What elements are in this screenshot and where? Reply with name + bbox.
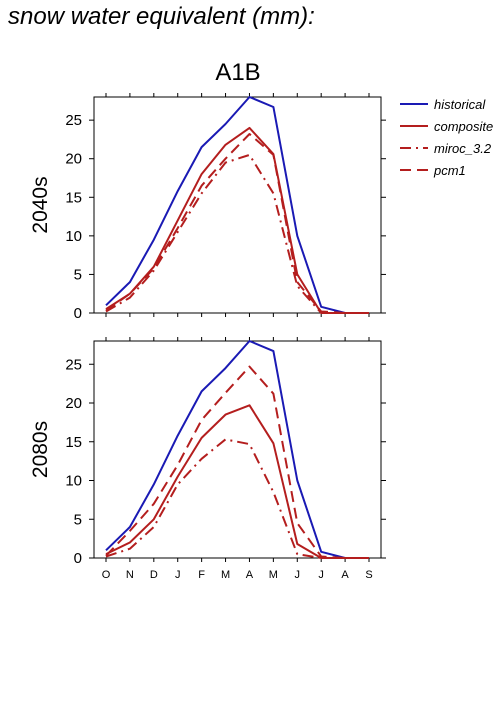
- plot-frame: [93, 96, 382, 314]
- x-tick-label: M: [221, 569, 230, 581]
- series-line-miroc_3.2: [105, 153, 369, 314]
- x-tick-label: F: [198, 569, 205, 581]
- legend-label: composite: [434, 119, 493, 134]
- x-tick-label: N: [126, 569, 134, 581]
- x-tick-label: D: [150, 569, 158, 581]
- y-tick-label: 25: [65, 356, 82, 373]
- x-tick-label: S: [365, 569, 372, 581]
- panels: 0 5 10 15 20 25 2040s 0 5 10 15 20 25 O N D J F M A M J J A S 208…: [29, 93, 386, 581]
- series-line-composite: [105, 126, 369, 314]
- legend: historical composite miroc_3.2 pcm1: [400, 97, 493, 178]
- y-tick-label: 5: [74, 266, 82, 283]
- y-tick-label: 0: [74, 550, 82, 567]
- x-tick-label: J: [295, 569, 301, 581]
- series-line-historical: [105, 340, 369, 559]
- y-tick-label: 15: [65, 434, 82, 451]
- series-line-historical: [105, 96, 369, 314]
- period-label: 2080s: [29, 421, 52, 478]
- series-line-composite: [105, 404, 369, 559]
- x-tick-label: J: [175, 569, 181, 581]
- series-line-pcm1: [105, 133, 369, 314]
- y-tick-label: 10: [65, 228, 82, 245]
- legend-item-historical: historical: [400, 97, 486, 112]
- series-line-miroc_3.2: [105, 438, 369, 559]
- series-line-pcm1: [105, 365, 369, 559]
- y-tick-label: 25: [65, 112, 82, 129]
- x-tick-label: A: [246, 569, 254, 581]
- period-label: 2040s: [29, 176, 52, 233]
- y-tick-label: 15: [65, 189, 82, 206]
- panel-2080s: 0 5 10 15 20 25 O N D J F M A M J J A S 2080s: [29, 337, 386, 581]
- x-tick-label: A: [341, 569, 349, 581]
- y-tick-label: 10: [65, 473, 82, 490]
- y-tick-label: 20: [65, 395, 82, 412]
- legend-item-pcm1: pcm1: [400, 163, 466, 178]
- panel-2040s: 0 5 10 15 20 25 2040s: [29, 93, 386, 322]
- plot-frame: [93, 340, 382, 559]
- y-tick-label: 0: [74, 305, 82, 322]
- legend-label: miroc_3.2: [434, 141, 492, 156]
- y-tick-label: 20: [65, 151, 82, 168]
- legend-label: pcm1: [433, 163, 466, 178]
- page-title: snow water equivalent (mm):: [8, 3, 315, 30]
- legend-item-miroc_3.2: miroc_3.2: [400, 141, 492, 156]
- x-tick-label: O: [102, 569, 111, 581]
- legend-label: historical: [434, 97, 486, 112]
- x-tick-label: M: [269, 569, 278, 581]
- legend-item-composite: composite: [400, 119, 493, 134]
- y-tick-label: 5: [74, 511, 82, 528]
- x-tick-label: J: [318, 569, 324, 581]
- scenario-title: A1B: [215, 59, 260, 86]
